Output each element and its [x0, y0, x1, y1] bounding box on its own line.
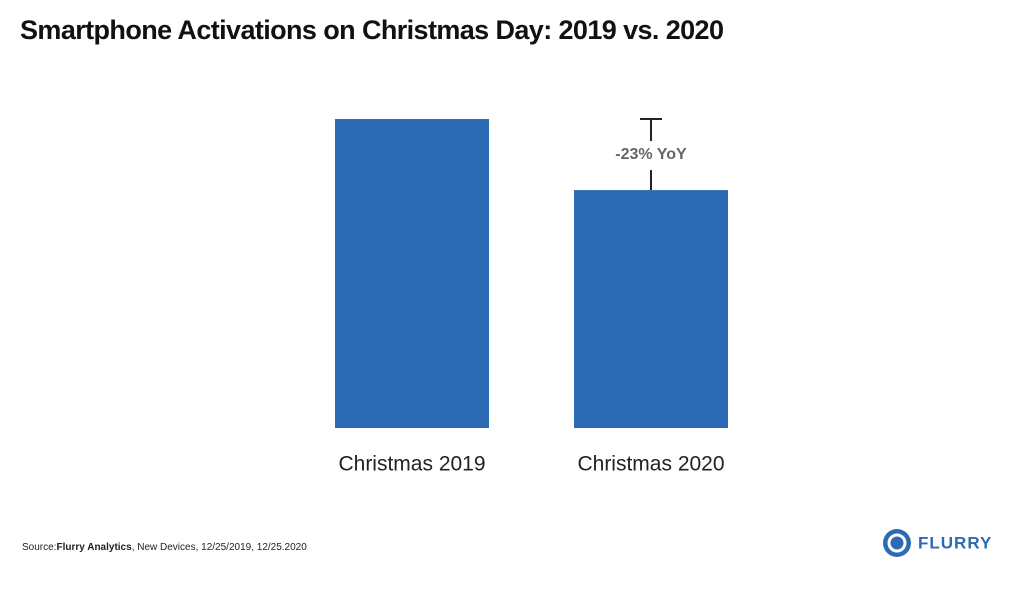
- x-tick-label: Christmas 2019: [338, 453, 485, 476]
- logo-icon: [883, 529, 911, 557]
- chart-title: Smartphone Activations on Christmas Day:…: [20, 15, 723, 45]
- logo-text: FLURRY: [918, 533, 992, 552]
- source-label: Source:: [22, 542, 56, 553]
- annotation: -23% YoY: [615, 146, 687, 163]
- bar: [335, 119, 489, 428]
- x-tick-label: Christmas 2020: [577, 453, 724, 476]
- source-name: Flurry Analytics: [56, 542, 132, 553]
- bar: [574, 190, 728, 428]
- source-detail: , New Devices, 12/25/2019, 12/25.2020: [132, 542, 308, 553]
- source: Source:Flurry Analytics, New Devices, 12…: [22, 542, 307, 553]
